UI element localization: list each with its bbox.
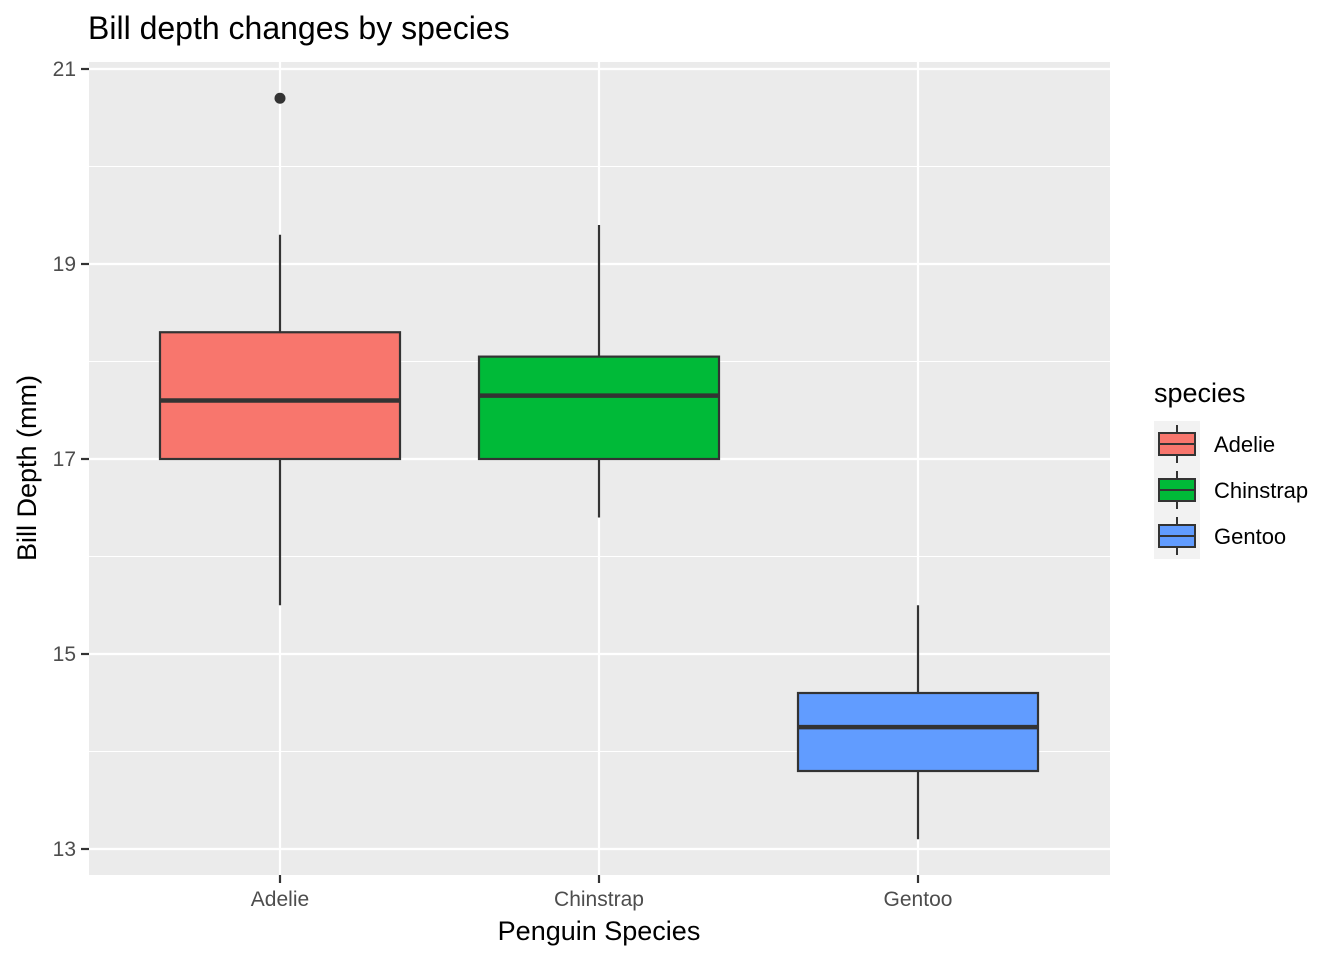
box-iqr	[796, 691, 1040, 773]
legend: species Adelie Chinstrap Gentoo	[1154, 378, 1308, 559]
chart-title: Bill depth changes by species	[88, 10, 510, 46]
y-tick-label: 15	[53, 643, 76, 666]
legend-label: Adelie	[1214, 432, 1275, 457]
x-axis-title: Penguin Species	[498, 916, 701, 946]
legend-item-gentoo: Gentoo	[1154, 513, 1286, 559]
x-tick-label: Chinstrap	[554, 888, 644, 911]
legend-title: species	[1154, 378, 1246, 408]
box-gentoo	[796, 605, 1040, 840]
y-tick-label: 17	[53, 448, 76, 471]
outlier-point	[274, 92, 286, 104]
y-axis-title: Bill Depth (mm)	[12, 375, 42, 561]
y-axis: 13 15 17 19 21	[53, 58, 89, 861]
legend-label: Chinstrap	[1214, 478, 1308, 503]
box-chinstrap	[477, 225, 721, 518]
box-iqr	[477, 355, 721, 461]
legend-label: Gentoo	[1214, 524, 1286, 549]
x-axis: Adelie Chinstrap Gentoo	[251, 875, 953, 911]
legend-item-chinstrap: Chinstrap	[1154, 467, 1308, 513]
box-adelie	[158, 92, 402, 606]
box-iqr	[158, 331, 402, 461]
y-tick-label: 13	[53, 838, 76, 861]
legend-item-adelie: Adelie	[1154, 421, 1275, 467]
x-tick-label: Gentoo	[884, 888, 953, 911]
y-tick-label: 21	[53, 58, 76, 81]
boxes	[158, 92, 1040, 840]
y-tick-label: 19	[53, 253, 76, 276]
x-tick-label: Adelie	[251, 888, 309, 911]
